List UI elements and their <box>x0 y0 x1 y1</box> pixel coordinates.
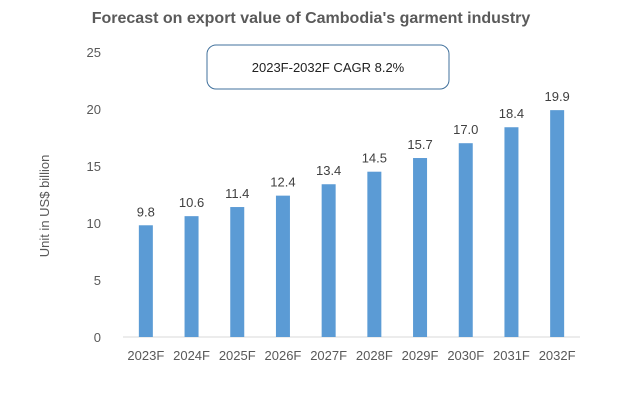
bar <box>184 216 199 337</box>
data-label: 10.6 <box>179 195 204 210</box>
y-tick-label: 10 <box>87 216 101 231</box>
chart-title: Forecast on export value of Cambodia's g… <box>91 10 531 27</box>
bar <box>504 127 519 338</box>
data-label: 19.9 <box>544 89 569 104</box>
data-label: 11.4 <box>225 186 249 201</box>
y-tick-label: 0 <box>94 330 101 345</box>
cagr-label: 2023F-2032F CAGR 8.2% <box>252 60 405 75</box>
bar <box>321 184 336 337</box>
cagr-callout: 2023F-2032F CAGR 8.2% <box>206 44 450 90</box>
data-label: 12.4 <box>270 175 295 190</box>
x-axis-ticks: 2023F 2024F 2025F 2026F 2027F 2028F 2029F 2030F… <box>127 348 575 363</box>
x-tick-label: 2024F <box>173 348 210 363</box>
data-label: 15.7 <box>407 137 432 152</box>
y-axis-title: Unit in US$ billion <box>37 155 52 258</box>
data-label: 13.4 <box>316 163 341 178</box>
y-tick-label: 5 <box>94 273 101 288</box>
data-label: 14.5 <box>362 151 387 166</box>
bar <box>413 158 428 337</box>
y-axis-ticks: 0 5 10 15 20 25 <box>87 45 101 345</box>
y-tick-label: 25 <box>87 45 101 60</box>
bars <box>138 110 565 338</box>
x-tick-label: 2030F <box>447 348 484 363</box>
bar <box>550 110 565 337</box>
x-tick-label: 2031F <box>493 348 530 363</box>
data-labels: 9.8 10.6 11.4 12.4 13.4 14.5 15.7 17.0 18.4 19.9 <box>137 89 570 219</box>
data-label: 9.8 <box>137 204 155 219</box>
x-tick-label: 2032F <box>539 348 576 363</box>
x-tick-label: 2025F <box>219 348 256 363</box>
bar <box>367 171 382 337</box>
bar <box>138 225 153 337</box>
bar <box>458 143 473 337</box>
cagr-box <box>206 44 450 90</box>
data-label: 18.4 <box>499 106 524 121</box>
y-tick-label: 20 <box>87 102 101 117</box>
data-label: 17.0 <box>453 122 478 137</box>
x-tick-label: 2026F <box>265 348 302 363</box>
x-tick-label: 2023F <box>127 348 164 363</box>
y-tick-label: 15 <box>87 159 101 174</box>
x-tick-label: 2027F <box>310 348 347 363</box>
bar <box>230 207 245 337</box>
x-tick-label: 2029F <box>402 348 439 363</box>
x-tick-label: 2028F <box>356 348 393 363</box>
bar <box>275 195 290 337</box>
